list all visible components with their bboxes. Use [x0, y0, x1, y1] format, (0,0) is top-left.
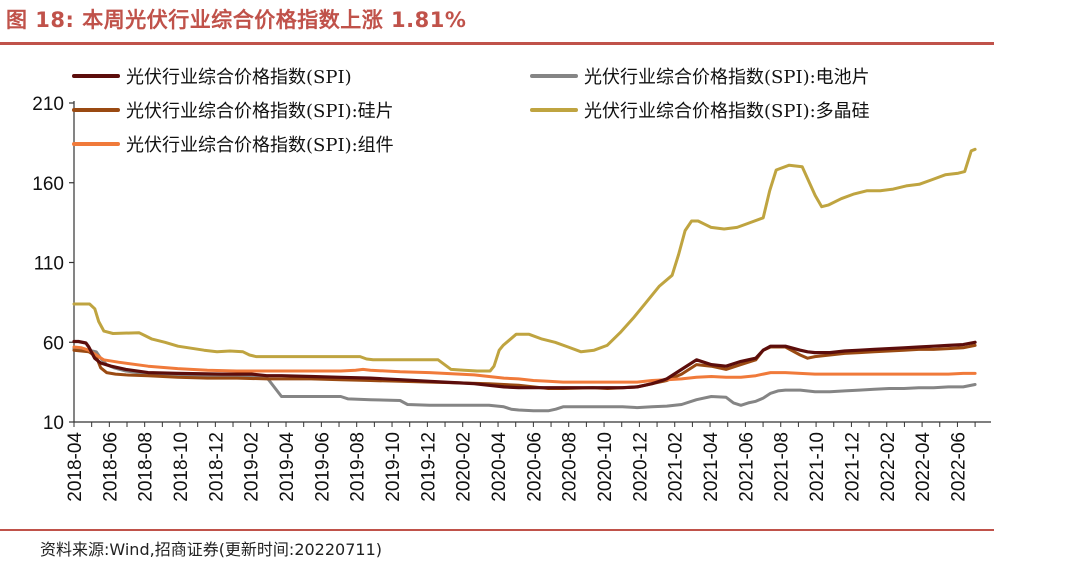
legend-label: 光伏行业综合价格指数(SPI):电池片	[584, 67, 870, 88]
x-tick-label: 2022-04	[913, 432, 934, 502]
source-note: 资料来源:Wind,招商证券(更新时间:20220711)	[40, 540, 383, 559]
series-line-1	[72, 347, 977, 413]
x-tick-label: 2018-10	[171, 432, 192, 502]
figure-title: 图 18: 本周光伏行业综合价格指数上涨 1.81%	[6, 8, 467, 32]
x-tick-label: 2019-06	[312, 432, 333, 502]
x-tick-label: 2022-06	[948, 432, 969, 502]
legend-label: 光伏行业综合价格指数(SPI):多晶硅	[584, 101, 870, 122]
x-tick-label: 2018-04	[65, 432, 86, 502]
x-tick-label: 2021-04	[701, 432, 722, 502]
legend-label: 光伏行业综合价格指数(SPI):硅片	[126, 101, 394, 122]
x-tick-label: 2021-10	[807, 432, 828, 502]
series-layer	[72, 147, 977, 413]
x-tick-label: 2018-08	[136, 432, 157, 502]
y-tick-label: 10	[43, 413, 64, 434]
x-tick-label: 2020-10	[595, 432, 616, 502]
x-tick-label: 2020-12	[630, 432, 651, 502]
title-rule	[0, 42, 994, 45]
x-tick-label: 2019-10	[383, 432, 404, 502]
x-tick-label: 2019-04	[277, 432, 298, 502]
y-tick-label: 60	[43, 333, 64, 354]
chart-axes: 10 60 110 160 210 2018-04 2018-06 2018-08 2018-1…	[32, 94, 991, 502]
x-tick-label: 2021-02	[666, 432, 687, 502]
x-tick-label: 2019-08	[348, 432, 369, 502]
footer-rule	[0, 529, 994, 531]
x-tick-label: 2020-06	[524, 432, 545, 502]
x-tick-label: 2019-02	[242, 432, 263, 502]
x-tick-label: 2020-02	[454, 432, 475, 502]
x-tick-label: 2020-04	[489, 432, 510, 502]
x-tick-label: 2020-08	[560, 432, 581, 502]
y-tick-label: 160	[32, 174, 64, 195]
y-tick-label: 110	[34, 254, 64, 275]
x-tick-label: 2021-08	[772, 432, 793, 502]
series-line-4	[72, 345, 977, 384]
x-tick-label: 2018-06	[100, 432, 121, 502]
legend-label: 光伏行业综合价格指数(SPI)	[126, 67, 352, 88]
legend-label: 光伏行业综合价格指数(SPI):组件	[126, 135, 394, 156]
chart-legend: 光伏行业综合价格指数(SPI) 光伏行业综合价格指数(SPI):电池片光伏行业综合…	[72, 67, 870, 156]
series-line-3	[72, 147, 977, 373]
x-tick-label: 2018-12	[206, 432, 227, 502]
x-tick-label: 2021-06	[736, 432, 757, 502]
series-line-0	[72, 339, 977, 390]
x-tick-label: 2021-12	[842, 432, 863, 502]
x-tick-label: 2022-02	[878, 432, 899, 502]
y-tick-label: 210	[32, 94, 64, 115]
x-tick-label: 2019-12	[418, 432, 439, 502]
